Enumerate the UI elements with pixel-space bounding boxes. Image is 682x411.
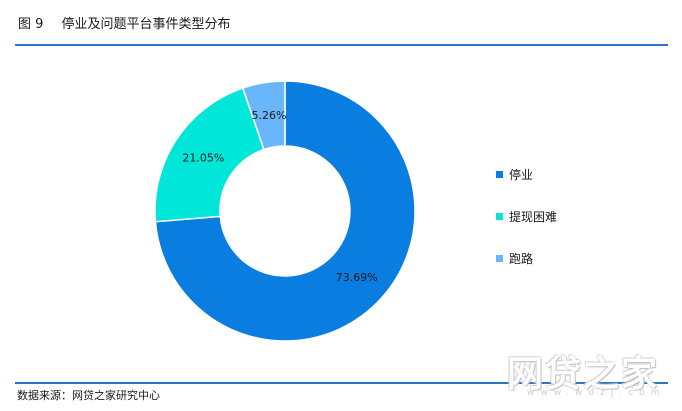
data-label-paolu: 5.26%	[251, 109, 286, 122]
figure-label: 图 9	[18, 17, 44, 32]
legend-label-tixian: 提现困难	[509, 209, 558, 224]
donut-slice-tingye	[154, 80, 416, 342]
data-label-tingye: 73.69%	[336, 271, 378, 284]
legend-label-tingye: 停业	[509, 167, 534, 182]
legend-item-tingye: 停业	[496, 165, 557, 183]
bottom-divider	[15, 382, 668, 384]
watermark-logo: 网贷之家	[507, 354, 660, 395]
legend-swatch-tixian	[496, 212, 503, 220]
watermark-url: www.wdzj.com	[527, 388, 666, 398]
legend-item-tixian: 提现困难	[496, 207, 557, 225]
legend-item-paolu: 跑路	[496, 249, 557, 267]
donut-slice-paolu	[241, 80, 286, 151]
legend: 停业 提现困难 跑路	[496, 165, 557, 291]
source-note: 数据来源：网贷之家研究中心	[17, 389, 160, 402]
legend-swatch-paolu	[496, 254, 503, 262]
data-label-tixian: 21.05%	[182, 152, 224, 165]
chart-title-row: 图 9 停业及问题平台事件类型分布	[18, 13, 231, 32]
legend-label-paolu: 跑路	[509, 251, 534, 266]
top-divider	[15, 44, 668, 46]
donut-slice-tixian	[154, 87, 265, 223]
chart-title: 停业及问题平台事件类型分布	[61, 17, 231, 32]
legend-swatch-tingye	[496, 170, 503, 178]
